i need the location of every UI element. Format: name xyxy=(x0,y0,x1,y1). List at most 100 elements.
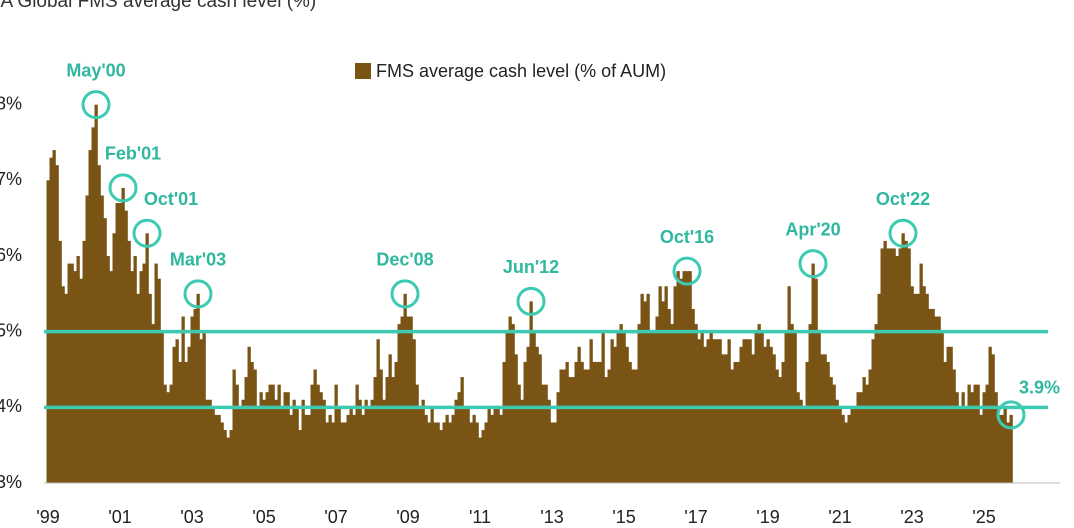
bar xyxy=(574,361,578,483)
bar xyxy=(493,407,497,483)
bar xyxy=(808,324,812,483)
bar xyxy=(247,346,251,483)
bar xyxy=(82,240,86,483)
bar xyxy=(88,150,92,484)
bar xyxy=(406,316,410,483)
bar xyxy=(196,293,200,483)
bar xyxy=(67,263,71,483)
bar xyxy=(256,407,260,483)
y-tick-label: 6% xyxy=(0,245,22,265)
bar xyxy=(436,422,440,483)
bar xyxy=(316,384,320,483)
bar xyxy=(724,354,728,483)
bar xyxy=(157,278,161,483)
bar xyxy=(640,293,644,483)
annotation-circle xyxy=(132,218,162,248)
bar xyxy=(973,384,977,483)
bar xyxy=(556,392,560,483)
bar xyxy=(76,256,80,483)
bar xyxy=(229,430,233,483)
bar xyxy=(820,354,824,483)
bar xyxy=(361,414,365,483)
bar xyxy=(286,392,290,483)
bar xyxy=(967,384,971,483)
annotation-label: Apr'20 xyxy=(785,219,840,239)
bar xyxy=(736,361,740,483)
bar xyxy=(610,339,614,483)
bar xyxy=(526,346,530,483)
bar xyxy=(544,384,548,483)
bar xyxy=(163,384,167,483)
bar xyxy=(814,278,818,483)
bar xyxy=(145,233,149,483)
bar xyxy=(181,316,185,483)
bar xyxy=(553,422,557,483)
bar xyxy=(280,407,284,483)
bar xyxy=(802,407,806,483)
annotation-circle xyxy=(183,279,213,309)
bar xyxy=(847,414,851,483)
bar xyxy=(199,339,203,483)
bar xyxy=(523,361,527,483)
bar xyxy=(355,384,359,483)
bar xyxy=(529,301,533,483)
bar xyxy=(241,399,245,483)
bar xyxy=(310,384,314,483)
legend-label: FMS average cash level (% of AUM) xyxy=(376,61,666,81)
bar xyxy=(148,293,152,483)
bar xyxy=(631,369,635,483)
bar xyxy=(79,278,83,483)
bar xyxy=(718,339,722,483)
bar xyxy=(598,361,602,483)
bar xyxy=(955,392,959,483)
bar xyxy=(373,377,377,483)
annotation-circle xyxy=(81,90,111,120)
bar xyxy=(745,339,749,483)
bar xyxy=(481,430,485,483)
bar xyxy=(520,399,524,483)
bar xyxy=(85,195,89,483)
annotation-label: May'00 xyxy=(66,60,125,80)
bar xyxy=(1003,407,1007,483)
bar xyxy=(487,407,491,483)
bar xyxy=(451,414,455,483)
bar xyxy=(70,263,74,483)
bar xyxy=(469,422,473,483)
chart-title: BofA Global FMS average cash level (%) xyxy=(0,0,316,12)
bar xyxy=(547,399,551,483)
bar xyxy=(376,339,380,483)
bar xyxy=(394,361,398,483)
bar xyxy=(712,339,716,483)
bar xyxy=(628,361,632,483)
bar xyxy=(475,422,479,483)
bar xyxy=(799,399,803,483)
bar xyxy=(496,407,500,483)
bar xyxy=(265,392,269,483)
bar xyxy=(73,271,77,483)
bar xyxy=(301,399,305,483)
y-tick-label: 5% xyxy=(0,320,22,340)
bar xyxy=(901,233,905,483)
bar xyxy=(850,407,854,483)
annotation-circle xyxy=(798,249,828,279)
bar xyxy=(988,346,992,483)
bar xyxy=(685,271,689,483)
bar xyxy=(304,414,308,483)
bar xyxy=(970,392,974,483)
bar xyxy=(277,384,281,483)
bar xyxy=(334,384,338,483)
bar xyxy=(454,399,458,483)
x-tick-label: '19 xyxy=(756,507,779,527)
bar xyxy=(559,369,563,483)
x-tick-label: '05 xyxy=(252,507,275,527)
bar xyxy=(865,384,869,483)
bar xyxy=(400,316,404,483)
bar xyxy=(550,422,554,483)
x-tick-label: '99 xyxy=(36,507,59,527)
legend-swatch xyxy=(355,63,371,79)
bar xyxy=(670,324,674,483)
bar xyxy=(274,399,278,483)
bar xyxy=(460,377,464,483)
bar xyxy=(682,271,686,483)
x-tick-label: '15 xyxy=(612,507,635,527)
